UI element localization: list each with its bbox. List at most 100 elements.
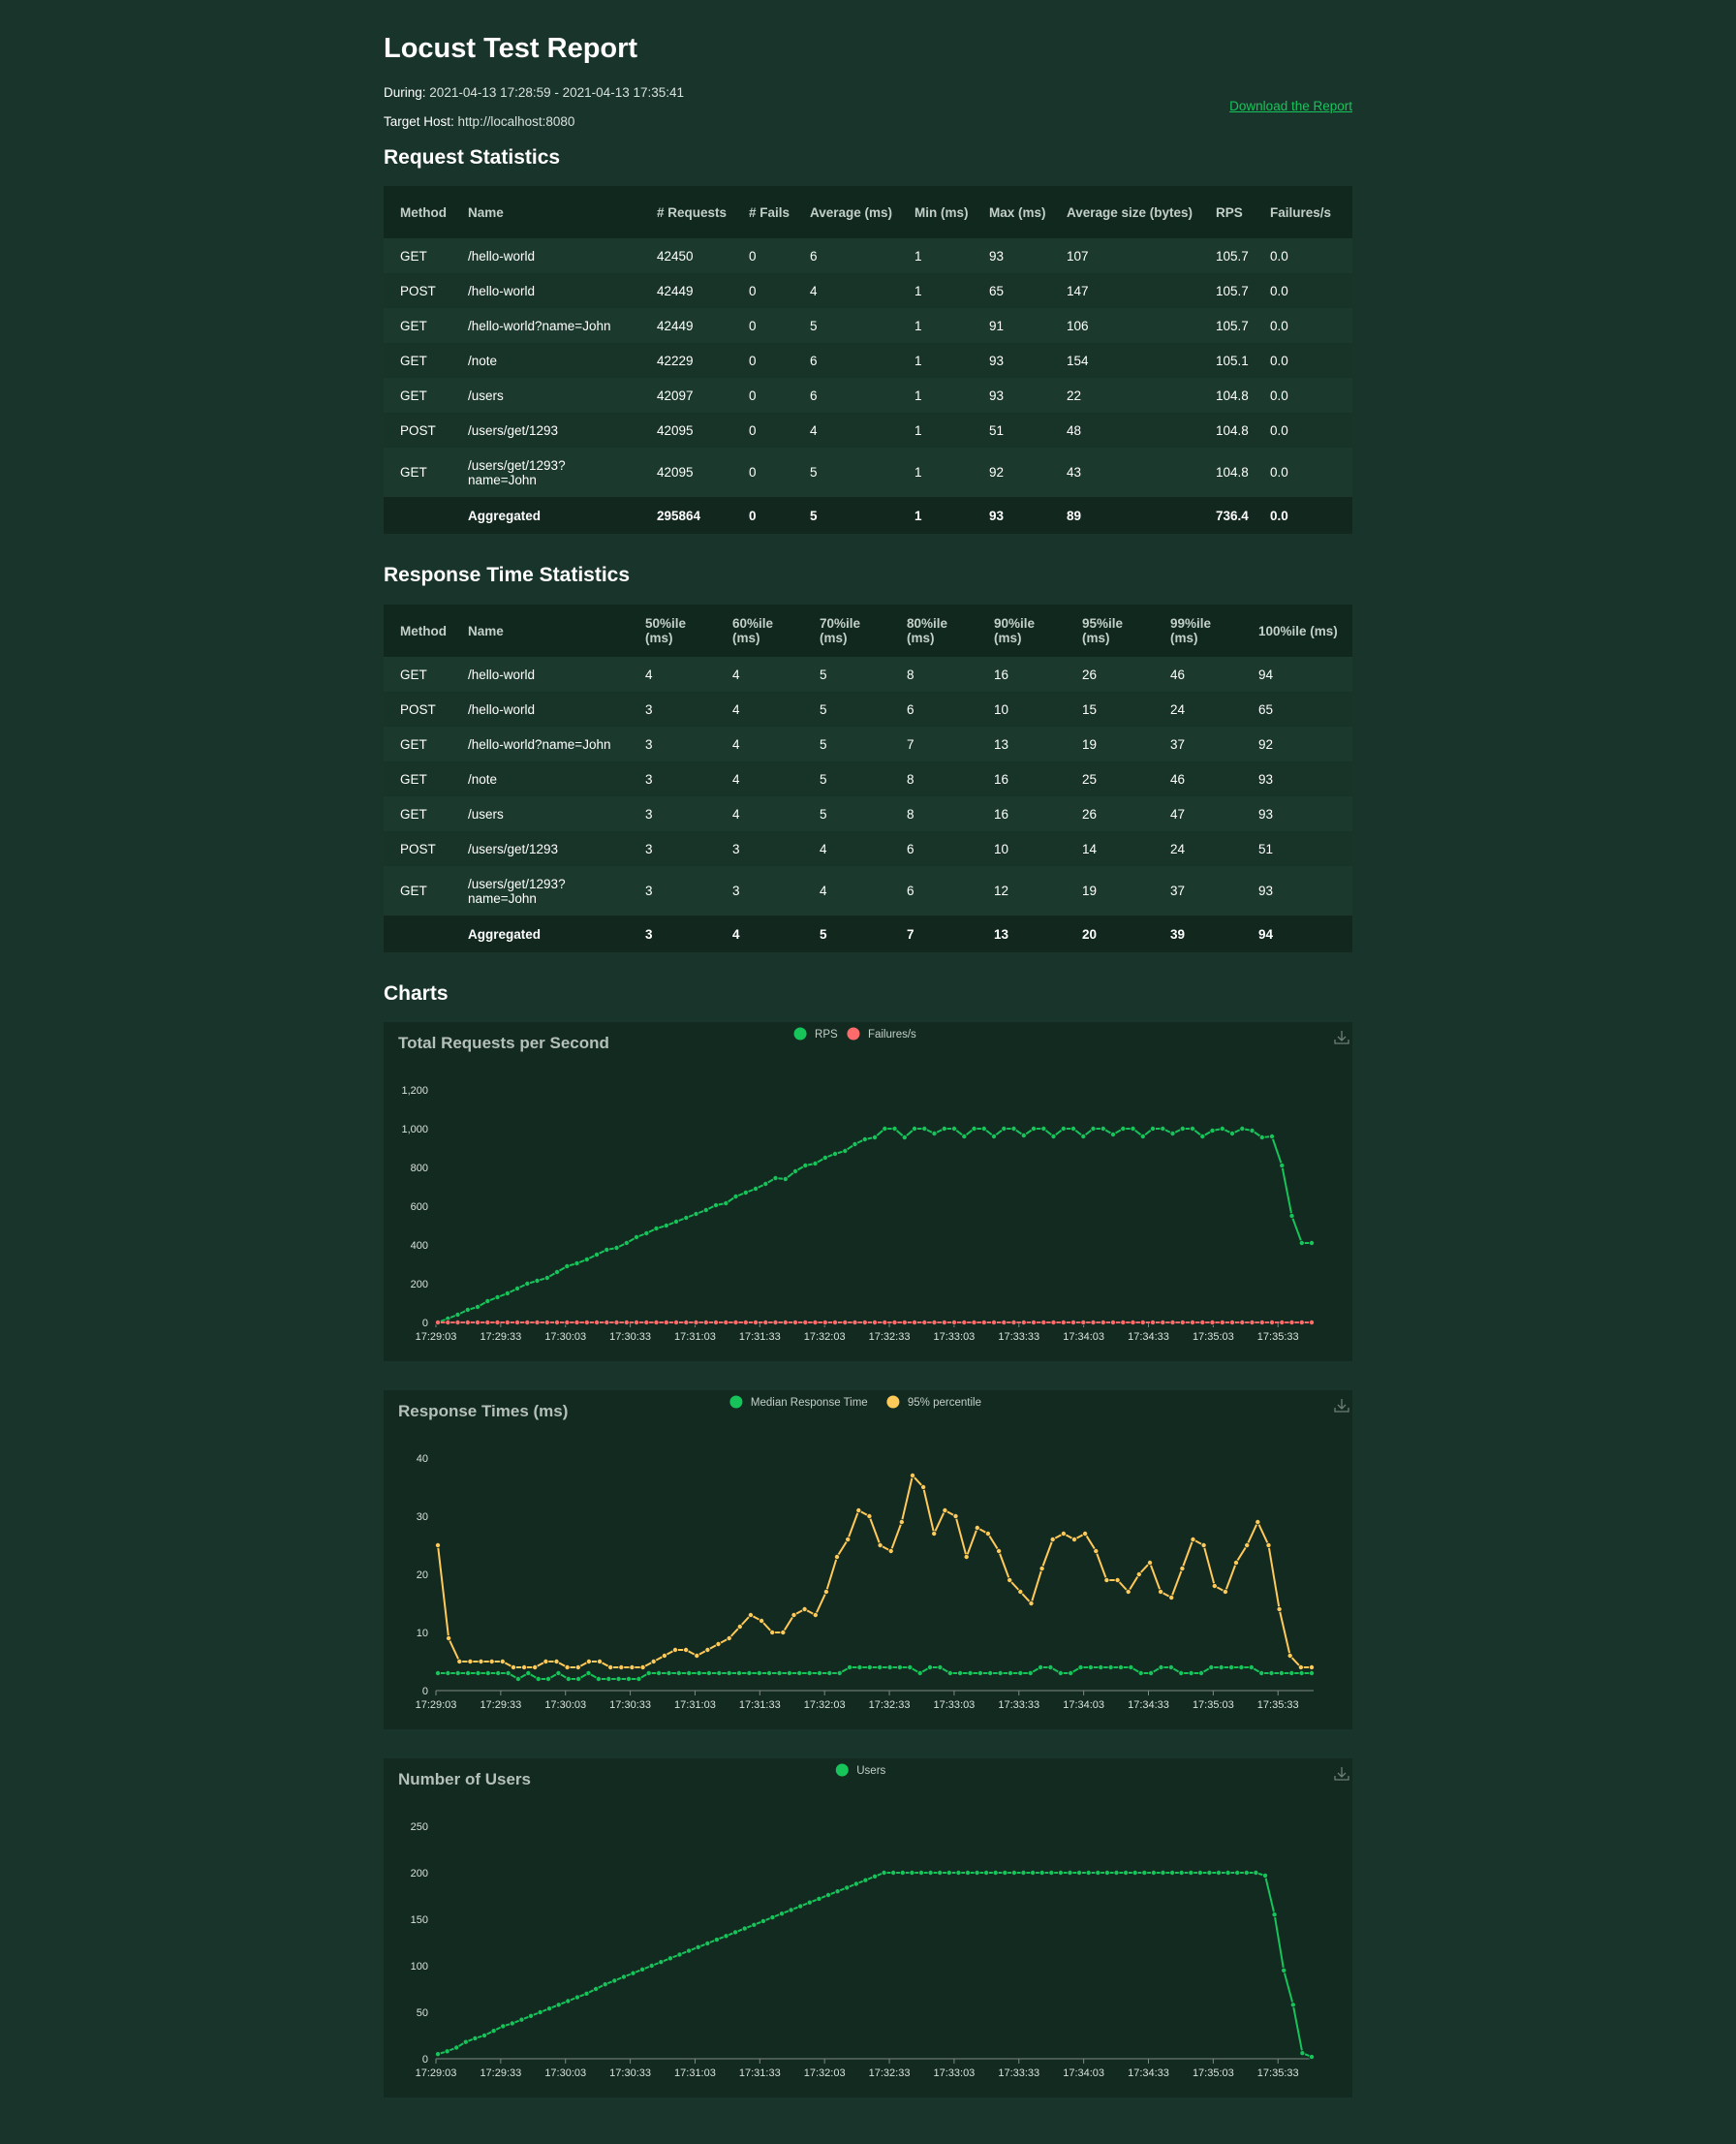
data-point <box>639 1966 646 1973</box>
y-tick-label: 200 <box>411 1868 428 1880</box>
data-point <box>1085 1870 1092 1877</box>
data-point <box>772 1174 779 1181</box>
column-header-name: Name <box>451 186 640 238</box>
data-point <box>862 1877 869 1883</box>
data-point <box>435 2051 442 2058</box>
x-tick-label: 17:34:03 <box>1063 1331 1104 1343</box>
data-point <box>1100 1319 1106 1325</box>
data-point <box>702 1319 709 1325</box>
y-tick-label: 200 <box>411 1279 428 1290</box>
data-point <box>726 1669 732 1676</box>
download-icon <box>1334 1767 1349 1781</box>
data-point <box>1279 1162 1286 1168</box>
table-cell: 1 <box>898 343 973 378</box>
data-point <box>1269 1319 1276 1325</box>
data-point <box>1082 1530 1089 1537</box>
table-row: POST/users/get/1293 3 3 4 6 10 14 24 51 <box>384 831 1352 866</box>
data-point <box>941 1319 947 1325</box>
data-point <box>1098 1663 1104 1670</box>
data-point <box>488 1658 495 1664</box>
x-tick-label: 17:30:03 <box>544 2067 586 2079</box>
data-point <box>593 1251 600 1258</box>
data-point <box>1229 1131 1236 1137</box>
total-requests-chart: Total Requests per Second RPS Failures/s 0 2… <box>384 1022 1352 1361</box>
legend-marker <box>793 1027 807 1041</box>
data-point <box>918 1870 925 1877</box>
table-cell: 105.1 <box>1199 343 1254 378</box>
data-point <box>676 1951 683 1958</box>
data-point <box>555 1669 562 1676</box>
data-point <box>1123 1870 1130 1877</box>
series-line-95-percentile <box>437 1473 1312 1668</box>
x-tick-label: 17:29:03 <box>416 1331 457 1343</box>
data-point <box>937 1870 944 1877</box>
column-header-rps: RPS <box>1199 186 1254 238</box>
legend-label: Failures/s <box>868 1029 916 1041</box>
x-tick-label: 17:29:33 <box>480 1699 521 1711</box>
table-cell: POST <box>384 273 451 308</box>
target-host-value: http://localhost:8080 <box>457 114 575 129</box>
data-point <box>786 1669 792 1676</box>
table-cell: GET <box>384 238 451 273</box>
data-point <box>527 2012 534 2019</box>
download-report-link[interactable]: Download the Report <box>1229 99 1352 113</box>
data-point <box>752 1319 759 1325</box>
data-point <box>1309 1669 1316 1676</box>
aggregated-row: Aggregated 295864 0 5 1 93 89 736.4 0.0 <box>384 497 1352 534</box>
x-tick-label: 17:35:33 <box>1257 2067 1299 2079</box>
table-cell: 4 <box>716 727 803 761</box>
table-cell: 107 <box>1050 238 1199 273</box>
data-point <box>629 1663 636 1670</box>
data-point <box>826 1669 833 1676</box>
data-point <box>1298 1669 1305 1676</box>
table-cell: 4 <box>716 692 803 727</box>
table-cell: 5 <box>803 761 890 796</box>
table-cell: 42450 <box>640 238 732 273</box>
data-point <box>658 1959 665 1966</box>
table-cell: /note <box>451 761 629 796</box>
data-point <box>1071 1536 1078 1542</box>
table-cell: 3 <box>716 866 803 916</box>
data-point <box>812 1319 819 1325</box>
data-point <box>445 1669 451 1676</box>
data-point <box>1258 1319 1265 1325</box>
data-point <box>475 1319 481 1325</box>
data-point <box>732 1929 739 1936</box>
column-header-min-ms: Min (ms) <box>898 186 973 238</box>
x-tick-label: 17:29:33 <box>480 2067 521 2079</box>
data-point <box>672 1319 679 1325</box>
data-point <box>1265 1541 1272 1548</box>
table-cell: 5 <box>803 796 890 831</box>
data-point <box>611 1977 618 1984</box>
data-point <box>1199 1319 1206 1325</box>
data-point <box>666 1669 672 1676</box>
data-point <box>1158 1663 1164 1670</box>
table-cell: 0.0 <box>1254 238 1352 273</box>
during-label: During: <box>384 85 426 100</box>
data-point <box>683 1646 690 1653</box>
table-cell: POST <box>384 831 451 866</box>
aggregated-cell: 89 <box>1050 497 1199 534</box>
table-cell: 1 <box>898 413 973 448</box>
data-point <box>1080 1134 1087 1140</box>
data-point <box>1040 1319 1047 1325</box>
column-header-100-ile-ms: 100%ile (ms) <box>1242 605 1352 657</box>
data-point <box>887 1547 894 1554</box>
data-point <box>1190 1319 1196 1325</box>
data-point <box>1211 1582 1218 1589</box>
data-point <box>553 1319 560 1325</box>
data-point <box>596 1658 603 1664</box>
data-point <box>776 1669 783 1676</box>
y-tick-label: 0 <box>422 2054 428 2066</box>
aggregated-cell <box>384 497 451 534</box>
data-point <box>648 1962 655 1969</box>
data-point <box>812 1611 819 1618</box>
y-tick-label: 30 <box>417 1511 428 1523</box>
y-tick-label: 600 <box>411 1201 428 1213</box>
data-point <box>553 1658 560 1664</box>
data-point <box>435 1669 442 1676</box>
x-tick-label: 17:34:03 <box>1063 2067 1104 2079</box>
data-point <box>927 1870 934 1877</box>
data-point <box>456 1658 463 1664</box>
data-point <box>544 1675 551 1682</box>
